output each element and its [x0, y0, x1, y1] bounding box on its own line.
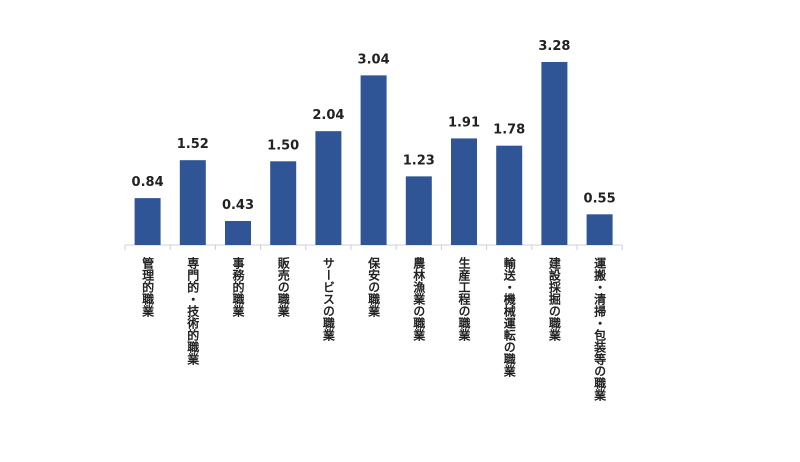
bar [451, 138, 477, 245]
x-tick-label: サービスの職業 [321, 257, 335, 342]
x-tick-label: 生産工程の職業 [457, 256, 471, 342]
value-label: 2.04 [312, 108, 344, 123]
x-tick-label: 管理的職業 [141, 256, 155, 318]
value-label: 1.78 [493, 123, 525, 138]
value-label: 0.43 [222, 198, 254, 213]
x-tick-label: 運搬・清掃・包装等の職業 [593, 257, 607, 402]
value-label: 1.23 [403, 153, 435, 168]
bar [179, 160, 206, 245]
bar [586, 214, 613, 245]
x-tick-label: 保安の職業 [367, 256, 381, 318]
value-label: 3.04 [358, 52, 390, 67]
value-label: 3.28 [538, 39, 570, 54]
value-label: 1.52 [177, 137, 209, 152]
value-label: 1.50 [267, 138, 299, 153]
value-label: 0.55 [584, 191, 616, 206]
bar [496, 145, 523, 245]
value-label: 0.84 [132, 175, 164, 190]
x-tick-label: 販売の職業 [276, 256, 290, 318]
x-tick-label: 建設採掘の職業 [547, 256, 561, 342]
value-label: 1.91 [448, 115, 480, 130]
x-tick-label: 輸送・機械運転の職業 [502, 256, 516, 378]
bar [315, 131, 342, 245]
bar [270, 161, 297, 245]
bar [134, 198, 161, 245]
x-tick-label: 事務的職業 [231, 256, 245, 318]
bar [541, 61, 568, 246]
bar [405, 176, 432, 245]
x-tick-label: 農林漁業の職業 [412, 256, 426, 342]
x-tick-label: 専門的・技術的職業 [186, 256, 200, 366]
bar [360, 75, 387, 245]
bar [225, 221, 251, 245]
